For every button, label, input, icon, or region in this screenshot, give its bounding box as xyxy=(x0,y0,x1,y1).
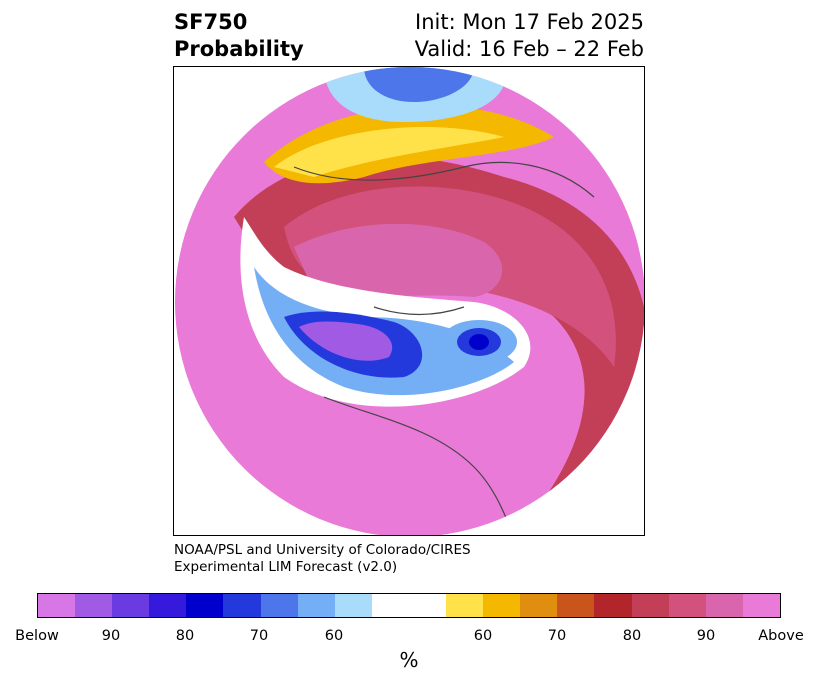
colorbar-swatch xyxy=(483,594,521,617)
init-date: Init: Mon 17 Feb 2025 xyxy=(415,10,644,34)
variable-type: Probability xyxy=(174,37,304,61)
colorbar-tick-label: 60 xyxy=(324,628,344,644)
arctic-below-core xyxy=(364,67,474,102)
probability-map xyxy=(173,66,645,536)
colorbar xyxy=(37,593,781,618)
colorbar-tick-label: 70 xyxy=(249,628,269,644)
colorbar-swatch xyxy=(149,594,187,617)
arctic-fringe-light xyxy=(274,127,504,177)
colorbar-swatch xyxy=(371,594,409,617)
colorbar-swatch xyxy=(38,594,76,617)
coastline-na xyxy=(323,396,515,535)
colorbar-unit: % xyxy=(399,648,419,672)
colorbar-swatch xyxy=(520,594,558,617)
colorbar-tick-label: 90 xyxy=(696,628,716,644)
colorbar-swatch xyxy=(223,594,261,617)
title-left: SF750 Probability xyxy=(174,9,304,63)
credit-line2: Experimental LIM Forecast (v2.0) xyxy=(174,559,398,575)
colorbar-swatch xyxy=(297,594,335,617)
coastline-eurasia xyxy=(293,161,595,198)
colorbar-tick-label: 70 xyxy=(547,628,567,644)
colorbar-swatch xyxy=(594,594,632,617)
variable-name: SF750 xyxy=(174,10,248,34)
credit-line1: NOAA/PSL and University of Colorado/CIRE… xyxy=(174,542,471,558)
alaska-below-core xyxy=(299,321,393,361)
colorbar-swatch xyxy=(742,594,780,617)
colorbar-tick-label: 90 xyxy=(101,628,121,644)
title-right: Init: Mon 17 Feb 2025 Valid: 16 Feb – 22… xyxy=(415,9,644,63)
polar-map xyxy=(175,67,644,535)
colorbar-swatch xyxy=(631,594,669,617)
colorbar-swatch xyxy=(260,594,298,617)
colorbar-swatch xyxy=(112,594,150,617)
siberia-above-core xyxy=(294,223,503,297)
valid-range: Valid: 16 Feb – 22 Feb xyxy=(414,37,644,61)
colorbar-swatch xyxy=(408,594,447,617)
colorbar-swatch xyxy=(446,594,484,617)
colorbar-swatch xyxy=(334,594,372,617)
colorbar-swatch xyxy=(75,594,113,617)
colorbar-tick-label: Below xyxy=(15,628,59,644)
colorbar-swatch xyxy=(705,594,743,617)
colorbar-tick-label: 80 xyxy=(175,628,195,644)
colorbar-tick-label: Above xyxy=(758,628,804,644)
colorbar-tick-label: 80 xyxy=(622,628,642,644)
coastline-arctic xyxy=(373,306,465,316)
colorbar-swatch xyxy=(668,594,706,617)
colorbar-tick-label: 60 xyxy=(473,628,493,644)
credit-block: NOAA/PSL and University of Colorado/CIRE… xyxy=(174,542,471,576)
colorbar-swatch xyxy=(186,594,224,617)
colorbar-swatch xyxy=(557,594,595,617)
greenland-below-core xyxy=(469,334,489,350)
